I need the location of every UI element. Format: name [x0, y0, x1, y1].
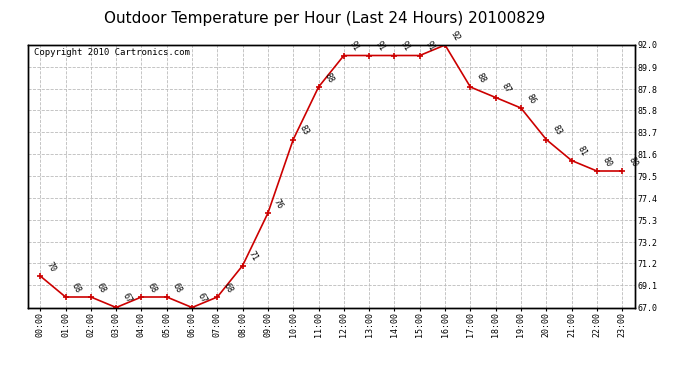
Text: 70: 70 — [44, 260, 57, 273]
Text: 88: 88 — [323, 71, 335, 84]
Text: 81: 81 — [575, 144, 589, 158]
Text: 91: 91 — [399, 39, 411, 53]
Text: 68: 68 — [221, 281, 235, 294]
Text: 68: 68 — [95, 281, 108, 294]
Text: 86: 86 — [525, 92, 538, 105]
Text: 83: 83 — [297, 123, 310, 137]
Text: 87: 87 — [500, 81, 513, 95]
Text: 67: 67 — [120, 291, 133, 305]
Text: Outdoor Temperature per Hour (Last 24 Hours) 20100829: Outdoor Temperature per Hour (Last 24 Ho… — [104, 11, 545, 26]
Text: 91: 91 — [348, 39, 361, 53]
Text: 91: 91 — [373, 39, 386, 53]
Text: 68: 68 — [146, 281, 159, 294]
Text: 83: 83 — [551, 123, 563, 137]
Text: 92: 92 — [449, 29, 462, 42]
Text: Copyright 2010 Cartronics.com: Copyright 2010 Cartronics.com — [34, 48, 190, 57]
Text: 71: 71 — [247, 249, 259, 263]
Text: 80: 80 — [627, 155, 639, 168]
Text: 80: 80 — [601, 155, 614, 168]
Text: 68: 68 — [171, 281, 184, 294]
Text: 88: 88 — [475, 71, 487, 84]
Text: 76: 76 — [272, 197, 285, 210]
Text: 67: 67 — [196, 291, 209, 305]
Text: 68: 68 — [70, 281, 83, 294]
Text: 91: 91 — [424, 39, 437, 53]
